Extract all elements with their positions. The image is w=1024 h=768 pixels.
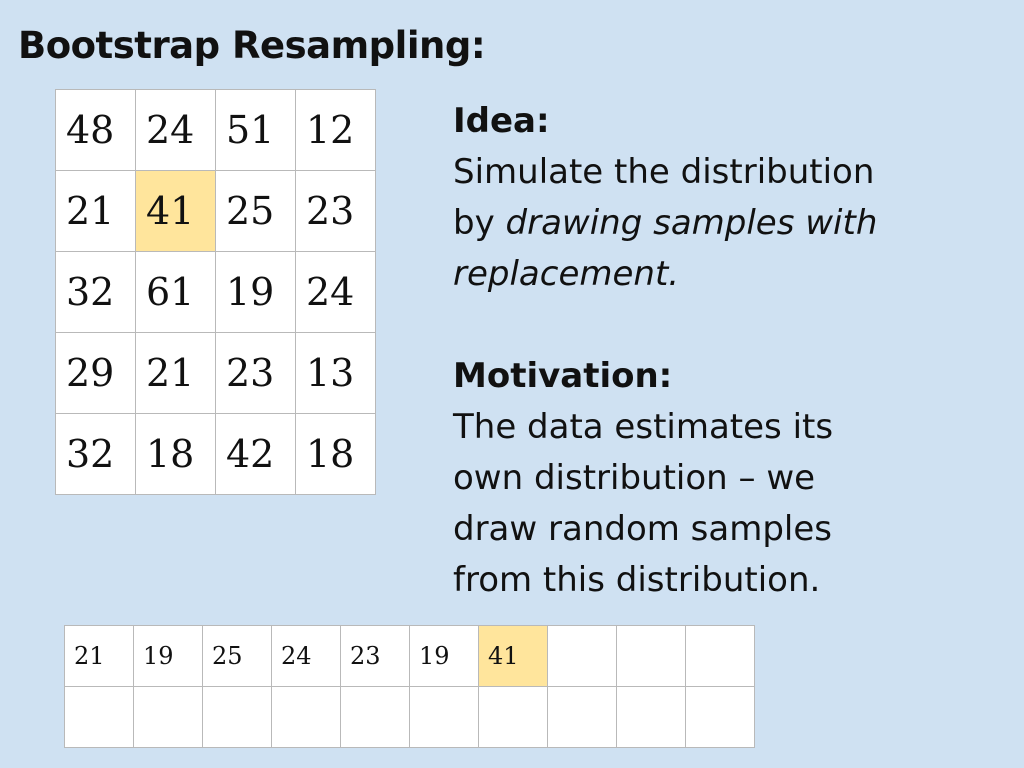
section-spacer [453, 300, 1013, 351]
data-cell: 12 [295, 89, 376, 171]
idea-line-italic: replacement. [453, 254, 680, 294]
sample-cell: 25 [202, 625, 272, 687]
sample-cell: 19 [409, 625, 479, 687]
data-cell: 19 [215, 251, 296, 333]
sample-cell: 23 [340, 625, 410, 687]
data-cell: 32 [55, 251, 136, 333]
data-grid-row: 29 21 23 13 [55, 332, 376, 414]
sample-cell [547, 686, 617, 748]
sample-grid-row: 21 19 25 24 23 19 41 [64, 625, 755, 687]
sample-cell: 24 [271, 625, 341, 687]
sample-cell [616, 625, 686, 687]
idea-line-prefix: by [453, 203, 506, 243]
data-cell: 29 [55, 332, 136, 414]
data-cell: 21 [55, 170, 136, 252]
motivation-heading: Motivation: [453, 356, 673, 396]
sample-cell [616, 686, 686, 748]
data-cell: 25 [215, 170, 296, 252]
data-cell: 61 [135, 251, 216, 333]
data-cell: 42 [215, 413, 296, 495]
slide-title: Bootstrap Resampling: [18, 24, 486, 67]
idea-line: by drawing samples with [453, 198, 1013, 249]
sample-grid-row [64, 686, 755, 748]
data-cell: 24 [295, 251, 376, 333]
data-cell-highlighted: 41 [135, 170, 216, 252]
sample-cell [133, 686, 203, 748]
idea-line: replacement. [453, 249, 1013, 300]
sample-cell: 21 [64, 625, 134, 687]
sample-cell [409, 686, 479, 748]
data-cell: 51 [215, 89, 296, 171]
sample-cell: 19 [133, 625, 203, 687]
data-cell: 23 [295, 170, 376, 252]
data-cell: 32 [55, 413, 136, 495]
sample-cell [685, 686, 755, 748]
data-cell: 24 [135, 89, 216, 171]
data-grid-row: 48 24 51 12 [55, 89, 376, 171]
sample-cell [340, 686, 410, 748]
data-cell: 48 [55, 89, 136, 171]
motivation-line: from this distribution. [453, 560, 821, 600]
sample-cell [271, 686, 341, 748]
data-grid-row: 32 18 42 18 [55, 413, 376, 495]
data-cell: 18 [295, 413, 376, 495]
data-cell: 18 [135, 413, 216, 495]
idea-heading: Idea: [453, 101, 550, 141]
sample-cell [547, 625, 617, 687]
data-cell: 13 [295, 332, 376, 414]
sample-cell-highlighted: 41 [478, 625, 548, 687]
data-cell: 23 [215, 332, 296, 414]
data-grid-row: 21 41 25 23 [55, 170, 376, 252]
idea-line: Simulate the distribution [453, 152, 875, 192]
data-grid-row: 32 61 19 24 [55, 251, 376, 333]
sample-grid: 21 19 25 24 23 19 41 [64, 625, 755, 748]
sample-cell [202, 686, 272, 748]
sample-cell [478, 686, 548, 748]
explanation-text: Idea: Simulate the distribution by drawi… [453, 96, 1013, 606]
motivation-line: draw random samples [453, 509, 833, 549]
idea-line-italic: drawing samples with [505, 203, 878, 243]
motivation-line: own distribution – we [453, 458, 816, 498]
motivation-line: The data estimates its [453, 407, 834, 447]
sample-cell [685, 625, 755, 687]
data-grid: 48 24 51 12 21 41 25 23 32 61 19 24 29 2… [55, 89, 376, 495]
sample-cell [64, 686, 134, 748]
data-cell: 21 [135, 332, 216, 414]
